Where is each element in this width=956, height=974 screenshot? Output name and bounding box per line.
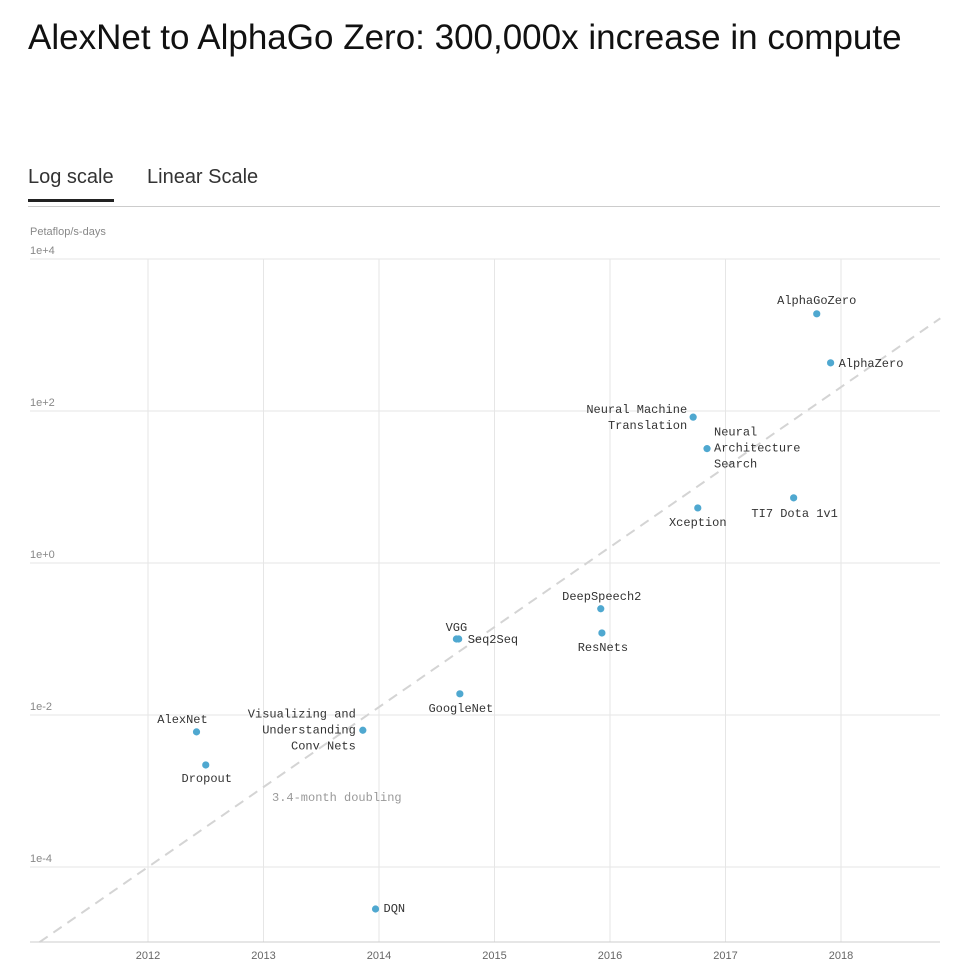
data-point [703, 445, 711, 453]
point-label: VGG [446, 621, 468, 635]
trend-annotation: 3.4-month doubling [272, 791, 402, 805]
point-label: DeepSpeech2 [562, 590, 641, 604]
x-tick-label: 2013 [251, 950, 275, 962]
x-tick-label: 2014 [367, 950, 391, 962]
y-tick-label: 1e+0 [30, 549, 55, 561]
data-point [359, 726, 367, 734]
trend-line [38, 317, 941, 944]
tab-log-scale[interactable]: Log scale [28, 166, 114, 202]
point-label: Xception [669, 516, 727, 530]
data-point [456, 690, 464, 698]
data-point [689, 413, 697, 421]
point-label: Neural Architecture Search [714, 426, 800, 472]
y-tick-label: 1e-4 [30, 853, 52, 865]
data-point [597, 605, 605, 613]
point-label: Seq2Seq [468, 633, 518, 647]
data-point [455, 635, 463, 643]
y-tick-label: 1e-2 [30, 701, 52, 713]
point-label: GoogleNet [428, 702, 493, 716]
point-label: TI7 Dota 1v1 [751, 507, 837, 521]
x-tick-label: 2017 [713, 950, 737, 962]
data-point [790, 494, 798, 502]
x-tick-label: 2018 [829, 950, 853, 962]
data-point [371, 905, 380, 913]
data-point [813, 310, 821, 318]
point-label: AlphaZero [839, 357, 904, 371]
x-tick-label: 2016 [598, 950, 622, 962]
x-tick-label: 2015 [482, 950, 506, 962]
point-label: Neural Machine Translation [586, 403, 687, 433]
data-point [202, 761, 210, 769]
data-point [598, 629, 606, 637]
page-title: AlexNet to AlphaGo Zero: 300,000x increa… [28, 18, 902, 57]
y-tick-label: 1e+2 [30, 397, 55, 409]
point-label: DQN [384, 902, 406, 916]
point-label: AlphaGoZero [777, 294, 856, 308]
point-label: AlexNet [157, 713, 207, 727]
y-axis-title: Petaflop/s-days [30, 226, 106, 238]
data-point [192, 728, 201, 736]
point-label: Dropout [182, 772, 232, 786]
y-tick-label: 1e+4 [30, 245, 55, 257]
data-point [694, 504, 702, 512]
x-tick-label: 2012 [136, 950, 160, 962]
point-label: Visualizing and Understanding Conv Nets [248, 707, 356, 753]
point-label: ResNets [578, 641, 628, 655]
data-point [827, 359, 835, 367]
tab-linear-scale[interactable]: Linear Scale [147, 166, 259, 188]
scale-tabs: Log scale Linear Scale [28, 162, 940, 207]
